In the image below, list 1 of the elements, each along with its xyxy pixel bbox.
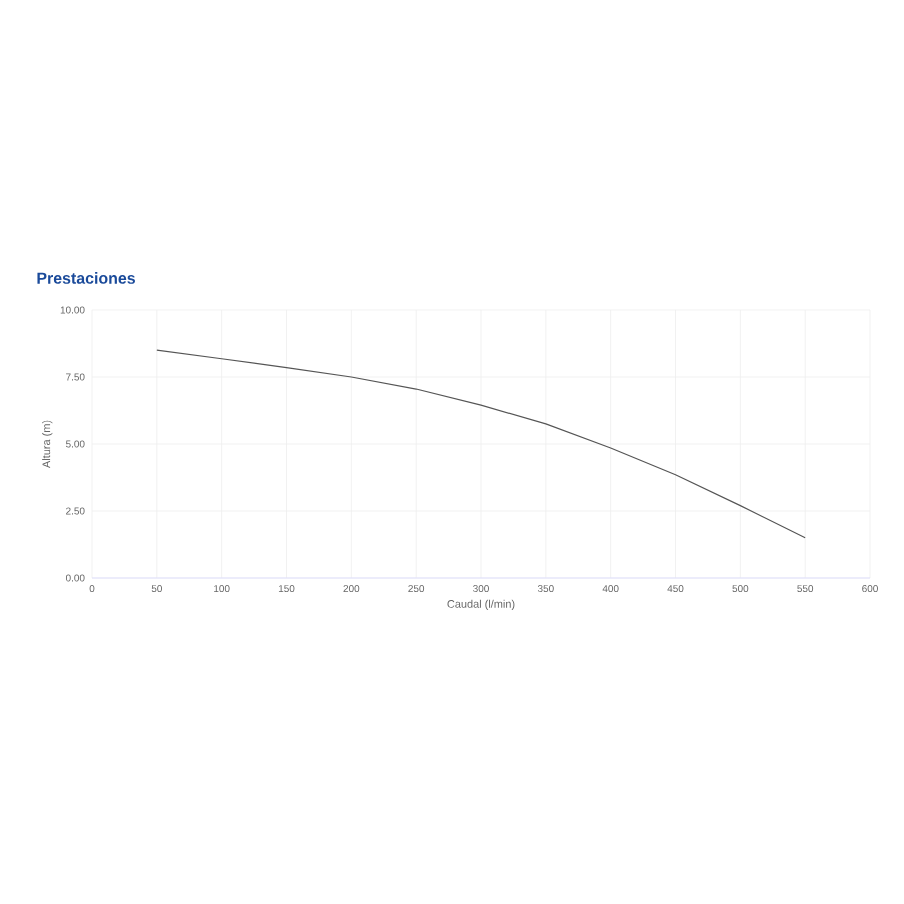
line-series bbox=[156, 349, 806, 539]
